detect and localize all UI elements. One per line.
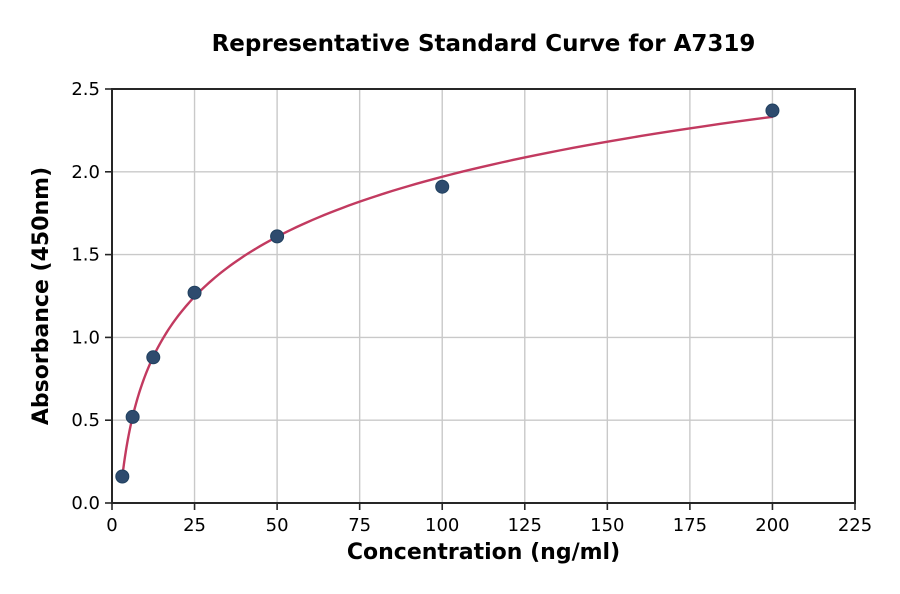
x-tick-label: 100 xyxy=(425,515,459,536)
data-point xyxy=(187,285,202,300)
chart-title: Representative Standard Curve for A7319 xyxy=(211,31,756,57)
data-point xyxy=(125,409,140,424)
fit-curve xyxy=(121,115,774,478)
y-tick-label: 0.0 xyxy=(71,493,100,514)
y-tick-label: 0.5 xyxy=(71,410,100,431)
x-tick-label: 225 xyxy=(838,515,872,536)
x-tick-label: 0 xyxy=(106,515,117,536)
x-axis-label: Concentration (ng/ml) xyxy=(346,540,621,565)
data-point xyxy=(115,469,130,484)
x-tick-label: 25 xyxy=(183,515,206,536)
x-tick-label: 200 xyxy=(755,515,789,536)
data-point xyxy=(270,229,285,244)
y-tick-label: 1.5 xyxy=(71,245,100,266)
x-tick-label: 125 xyxy=(508,515,542,536)
x-tick-label: 50 xyxy=(266,515,289,536)
data-point xyxy=(765,103,780,118)
y-tick-label: 1.0 xyxy=(71,327,100,348)
y-tick-label: 2.0 xyxy=(71,162,100,183)
x-tick-label: 75 xyxy=(348,515,371,536)
plot-box xyxy=(111,88,856,504)
data-point xyxy=(435,179,450,194)
y-tick-label: 2.5 xyxy=(71,79,100,100)
data-point xyxy=(146,350,161,365)
x-tick-label: 150 xyxy=(590,515,624,536)
x-tick-label: 175 xyxy=(673,515,707,536)
